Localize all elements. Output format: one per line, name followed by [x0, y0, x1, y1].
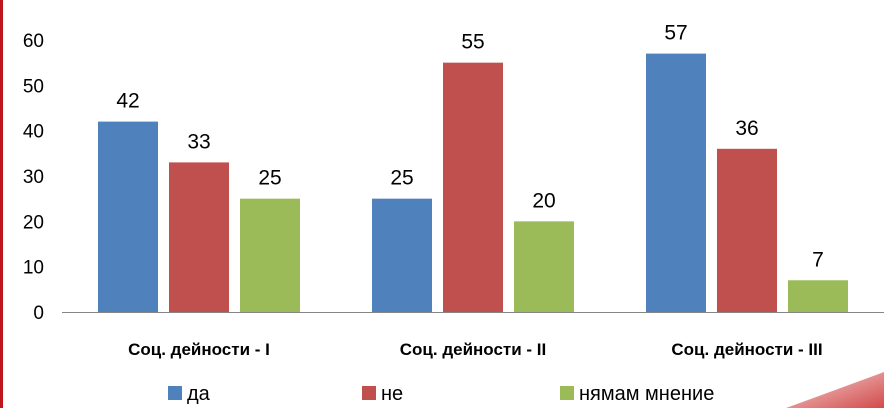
data-label: 25: [390, 167, 413, 190]
bar: [372, 198, 432, 312]
data-labels-group: 42 33 25 25 55 20 57 36 7: [116, 22, 824, 272]
left-accent-stripe: [0, 0, 3, 408]
bar: [788, 280, 848, 312]
legend-label: да: [187, 383, 211, 405]
data-label: 7: [812, 248, 824, 271]
category-label: Соц. дейности - II: [400, 340, 546, 359]
decorative-swoosh: [786, 372, 884, 408]
data-label: 20: [532, 189, 555, 212]
data-label: 42: [116, 90, 139, 113]
bar: [240, 198, 300, 312]
bar: [717, 148, 777, 312]
legend-label: не: [381, 383, 403, 405]
legend-swatch: [362, 386, 376, 400]
data-label: 25: [258, 167, 281, 190]
bar: [169, 162, 229, 312]
legend-swatch: [168, 386, 182, 400]
y-axis-tick-labels: 0 10 20 30 40 50 60: [23, 31, 44, 324]
category-label: Соц. дейности - I: [128, 340, 270, 359]
bars-group: [98, 53, 848, 312]
data-label: 55: [461, 31, 484, 54]
y-tick-label: 0: [33, 303, 44, 324]
bar: [443, 62, 503, 312]
y-tick-label: 50: [23, 76, 44, 97]
y-tick-label: 40: [23, 122, 44, 143]
bar: [646, 53, 706, 312]
bar: [98, 121, 158, 312]
legend-label: нямам мнение: [579, 383, 714, 405]
legend-swatch: [560, 386, 574, 400]
data-label: 36: [735, 117, 758, 140]
data-label: 33: [187, 130, 210, 153]
legend: да не нямам мнение: [168, 383, 714, 405]
y-tick-label: 30: [23, 167, 44, 188]
y-tick-label: 20: [23, 212, 44, 233]
data-label: 57: [664, 22, 687, 45]
bar: [514, 221, 574, 312]
y-tick-label: 60: [23, 31, 44, 52]
category-label: Соц. дейности - III: [671, 340, 822, 359]
y-tick-label: 10: [23, 258, 44, 279]
category-labels-group: Соц. дейности - I Соц. дейности - II Соц. …: [128, 340, 822, 359]
